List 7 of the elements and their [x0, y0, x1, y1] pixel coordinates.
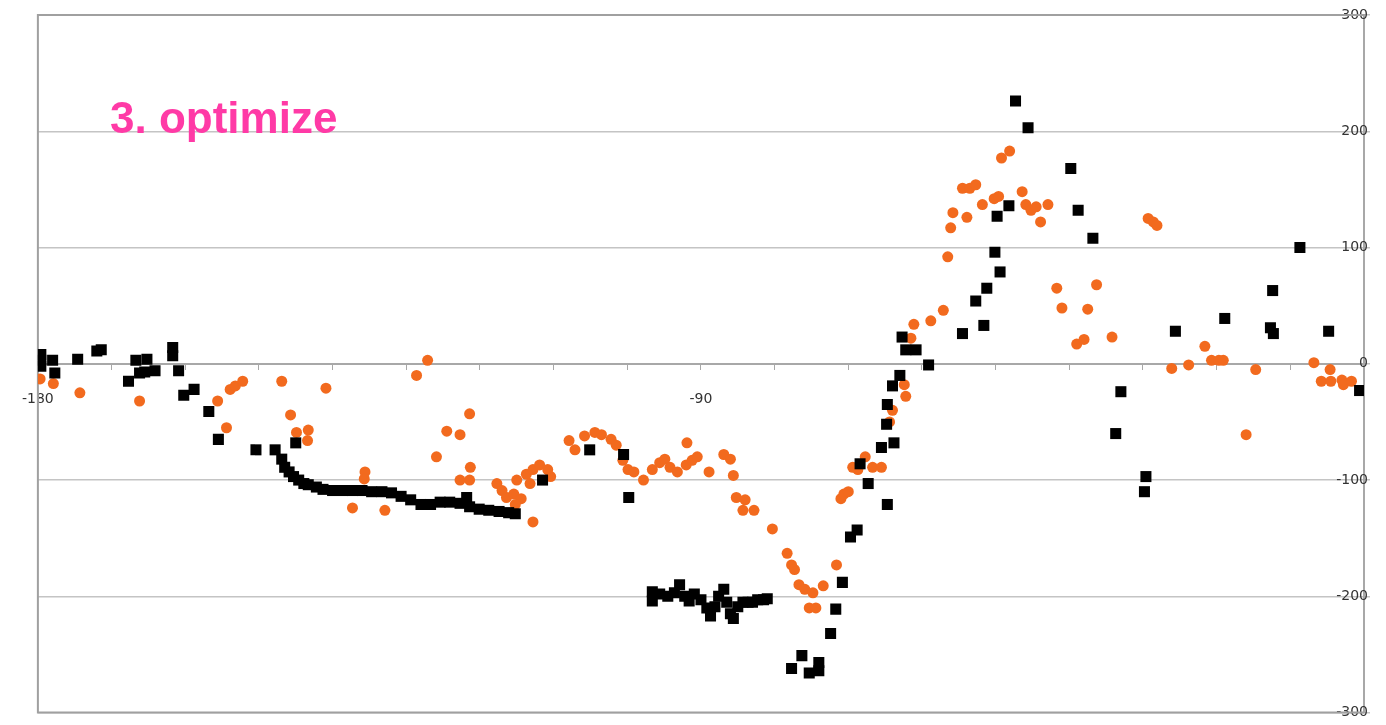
y-tick-label: 200 — [1341, 121, 1368, 138]
y-tick-label: -100 — [1336, 470, 1368, 487]
y-tick-label: 0 — [1359, 354, 1368, 371]
y-tick-label: -200 — [1336, 586, 1368, 603]
text: 3. optimize — [110, 93, 338, 143]
x-tick-label: -90 — [689, 389, 713, 406]
y-tick-label: 100 — [1341, 238, 1368, 255]
